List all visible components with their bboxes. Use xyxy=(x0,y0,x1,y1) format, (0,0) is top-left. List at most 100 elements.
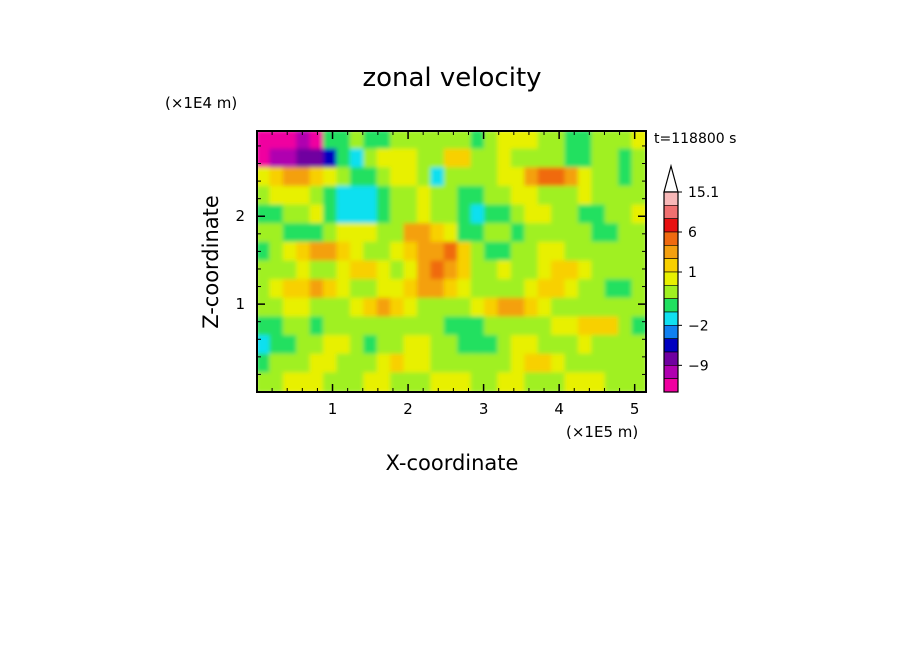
field-cell xyxy=(390,335,406,356)
field-cell xyxy=(269,131,285,151)
field-cell xyxy=(497,223,513,244)
field-cell xyxy=(457,316,473,338)
field-cell xyxy=(484,316,500,338)
field-cell xyxy=(257,335,272,356)
colorbar-swatch xyxy=(663,298,679,313)
field-cell xyxy=(631,316,646,338)
field-cell xyxy=(484,223,500,244)
field-cell xyxy=(497,185,513,207)
colorbar-swatch xyxy=(663,285,679,299)
x-axis: 1 2 3 4 5 xyxy=(271,131,640,418)
field-cell xyxy=(443,372,460,392)
field-cell xyxy=(309,167,326,188)
field-cell xyxy=(390,167,406,188)
field-cell xyxy=(390,131,406,151)
field-cell xyxy=(309,335,326,356)
field-cell xyxy=(564,316,580,338)
field-cell xyxy=(390,353,406,375)
field-cell xyxy=(591,316,607,338)
field-cell xyxy=(618,335,634,356)
field-cell xyxy=(537,353,554,375)
field-cell xyxy=(497,204,513,226)
field-cell xyxy=(591,260,607,282)
colorbar-label: 15.1 xyxy=(688,185,719,201)
x-axis-label: X-coordinate xyxy=(386,451,519,475)
field-cell xyxy=(457,167,473,188)
field-cell xyxy=(618,223,634,244)
field-cell xyxy=(363,204,379,226)
field-cell xyxy=(551,335,567,356)
field-cell xyxy=(551,204,567,226)
field-cell xyxy=(497,316,513,338)
colorbar-swatch xyxy=(663,231,679,246)
field-cell xyxy=(430,167,446,188)
x-tick-label: 5 xyxy=(630,400,640,418)
field-cell xyxy=(591,148,607,170)
field-cell xyxy=(510,241,527,263)
field-cell xyxy=(497,167,513,188)
field-cell xyxy=(336,204,352,226)
field-cell xyxy=(484,148,500,170)
field-cell xyxy=(349,260,366,282)
field-cell xyxy=(497,335,513,356)
field-cell xyxy=(376,353,393,375)
field-cell xyxy=(524,131,540,151)
field-cell xyxy=(551,372,567,392)
field-cell xyxy=(443,241,460,263)
field-cell xyxy=(336,316,352,338)
field-cell xyxy=(363,148,379,170)
field-cell xyxy=(416,279,433,300)
colorbar-swatch xyxy=(663,365,679,379)
field-cell xyxy=(349,167,366,188)
field-cell xyxy=(336,372,352,392)
field-cell xyxy=(537,279,554,300)
field-cell xyxy=(430,353,446,375)
colorbar-label: −2 xyxy=(688,318,709,334)
field-cell xyxy=(457,335,473,356)
field-cell xyxy=(537,148,554,170)
field-cell xyxy=(577,167,594,188)
field-cell xyxy=(631,185,646,207)
field-cell xyxy=(537,185,554,207)
field-cell xyxy=(577,241,594,263)
field-cell xyxy=(323,223,339,244)
field-cell xyxy=(416,260,433,282)
field-cell xyxy=(537,131,554,151)
field-cell xyxy=(470,279,487,300)
field-cell xyxy=(524,185,540,207)
field-cell xyxy=(257,279,272,300)
field-cell xyxy=(296,297,312,319)
field-cell xyxy=(363,223,379,244)
field-cell xyxy=(269,204,285,226)
field-cell xyxy=(363,353,379,375)
field-cell xyxy=(443,204,460,226)
field-cell xyxy=(349,335,366,356)
field-cell xyxy=(269,316,285,338)
field-cell xyxy=(510,335,527,356)
field-cell xyxy=(296,185,312,207)
field-cell xyxy=(416,131,433,151)
field-cell xyxy=(282,372,299,392)
field-cell xyxy=(631,223,646,244)
field-cell xyxy=(484,241,500,263)
field-cell xyxy=(309,260,326,282)
y-tick-label: 2 xyxy=(235,207,245,225)
field-cell xyxy=(537,241,554,263)
field-cell xyxy=(282,148,299,170)
field-cell xyxy=(296,316,312,338)
field-cell xyxy=(376,223,393,244)
field-cell xyxy=(282,297,299,319)
field-cell xyxy=(336,335,352,356)
field-cell xyxy=(323,279,339,300)
time-label: t=118800 s xyxy=(654,131,736,147)
field-cell xyxy=(309,148,326,170)
x-tick-label: 1 xyxy=(328,400,338,418)
field-cell xyxy=(282,185,299,207)
field-cell xyxy=(551,131,567,151)
field-cell xyxy=(564,167,580,188)
field-cell xyxy=(376,185,393,207)
field-cell xyxy=(551,316,567,338)
field-cell xyxy=(484,131,500,151)
field-cell xyxy=(309,131,326,151)
field-cell xyxy=(577,131,594,151)
